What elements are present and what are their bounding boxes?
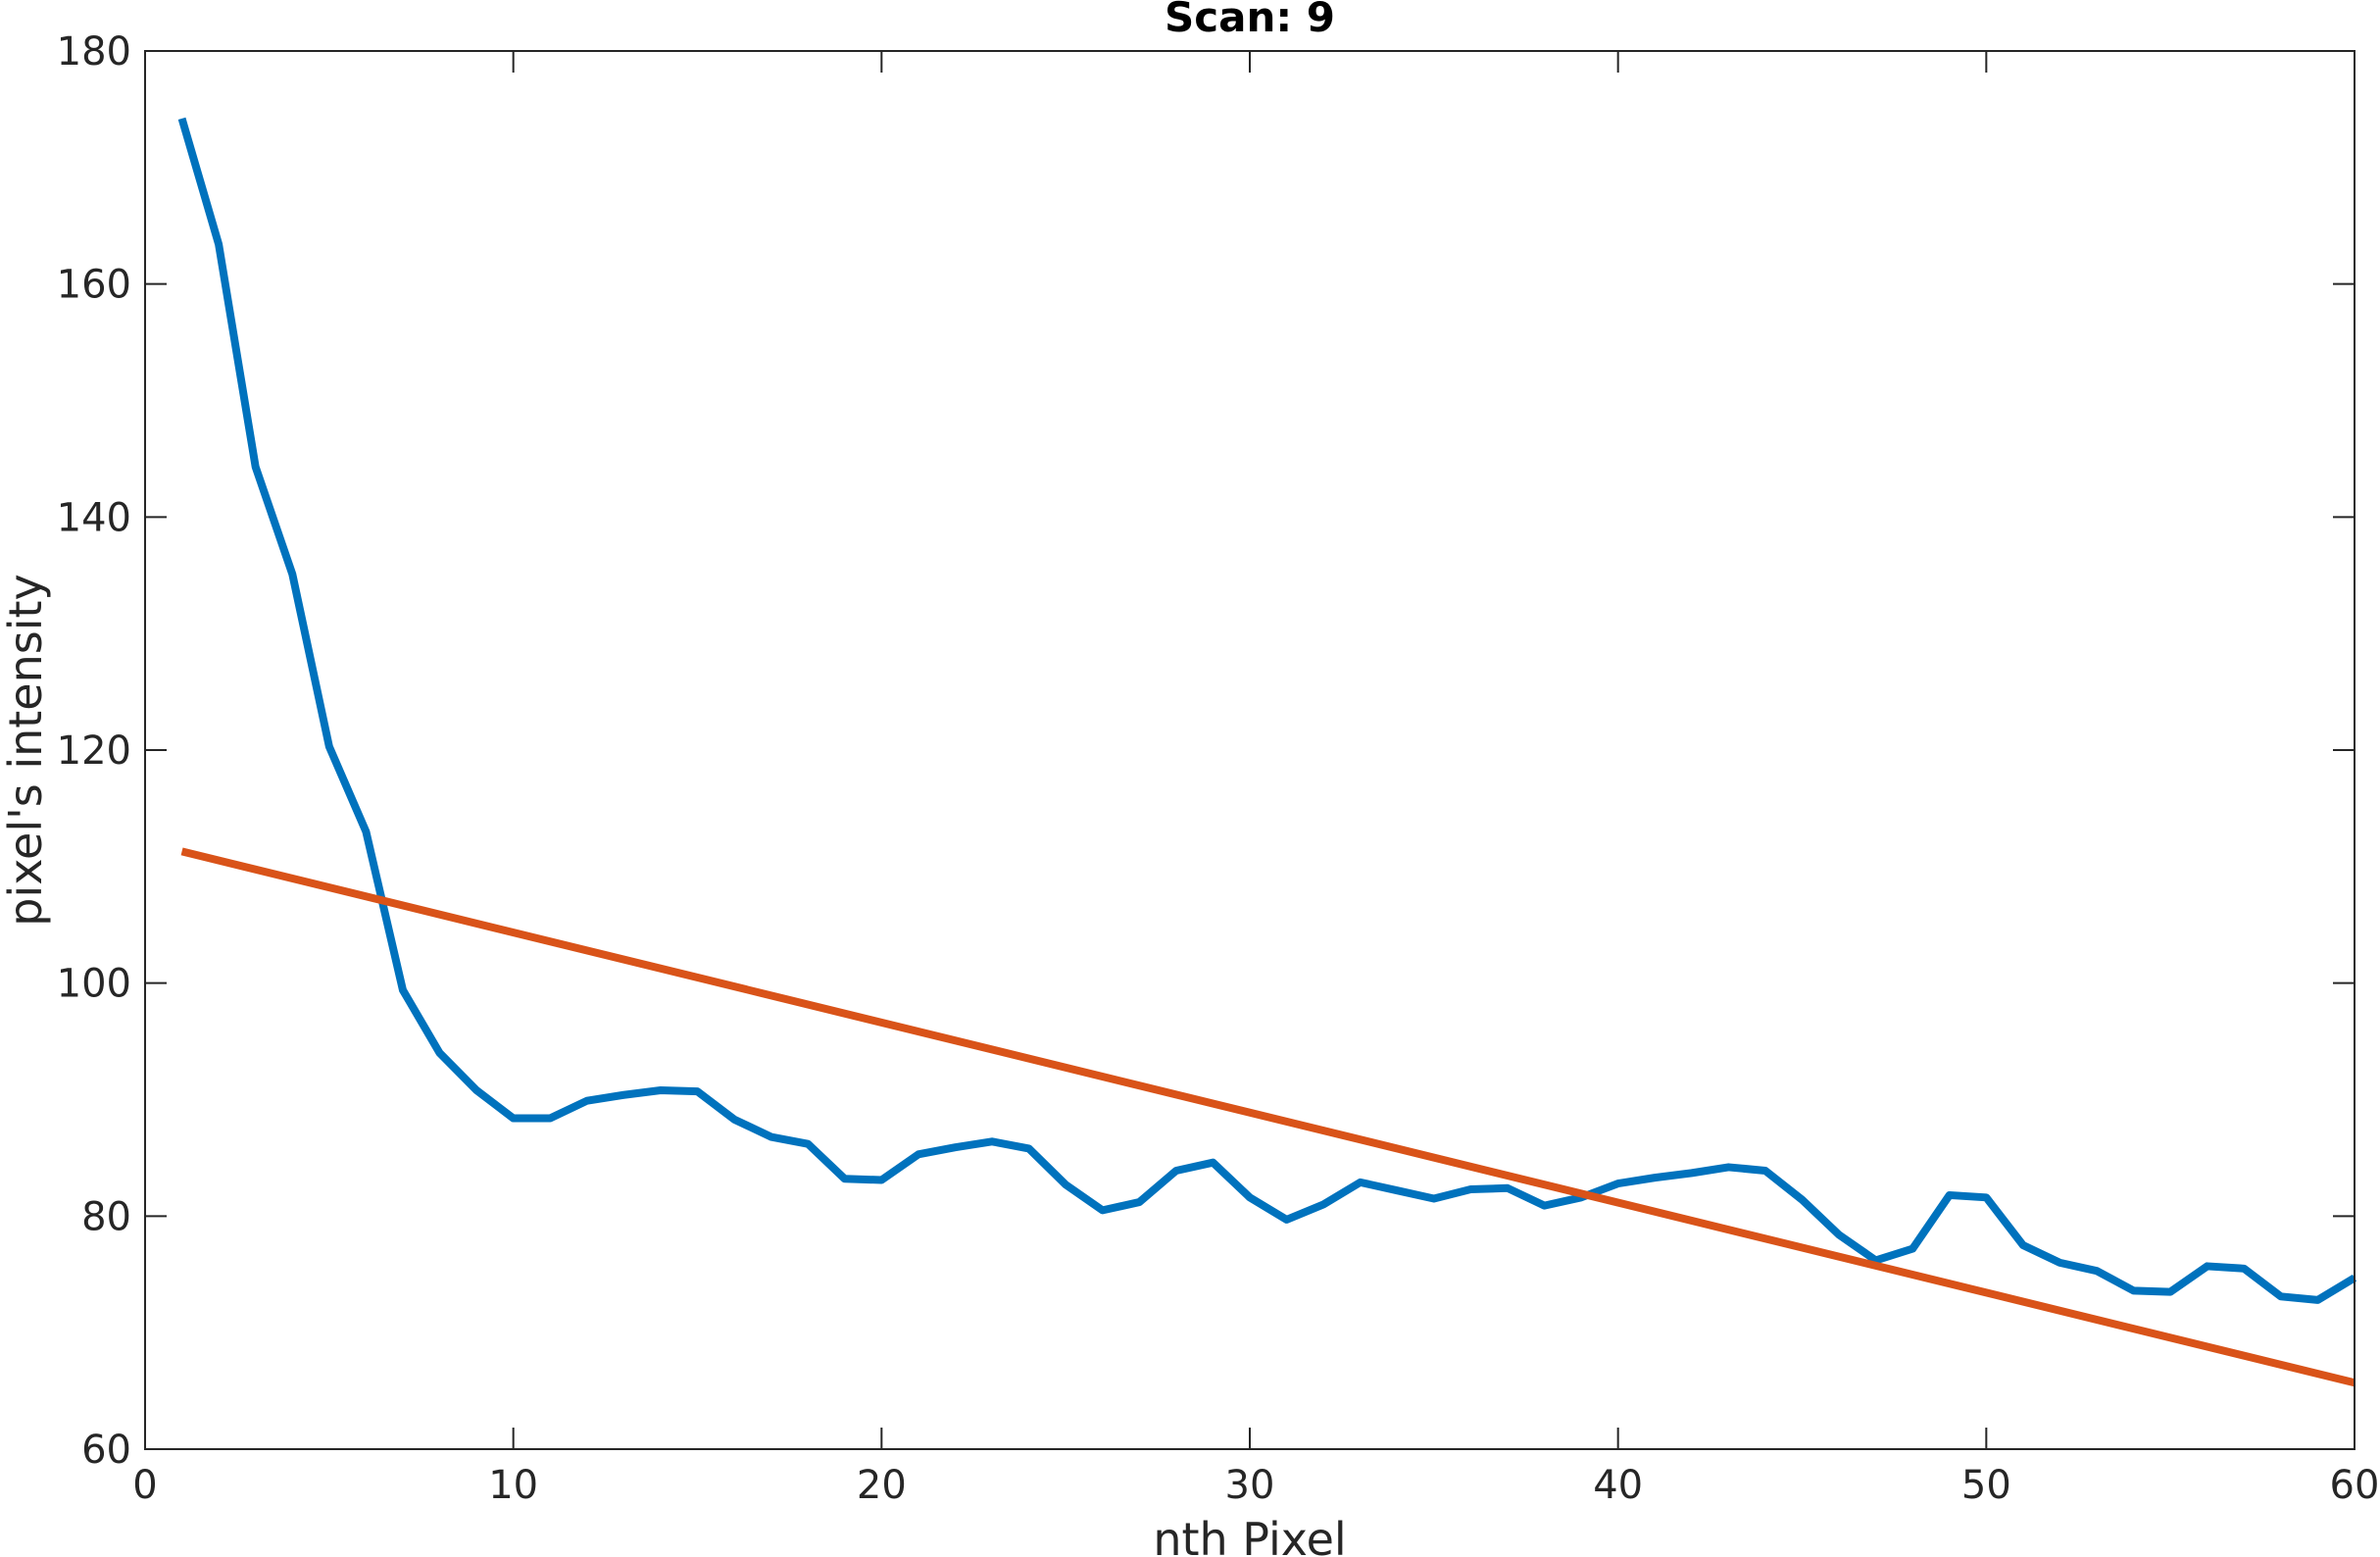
tick-labels: 0 10 20 30 40 50 60 60 80 100 120 140 160 180 [57,29,2380,1508]
y-tick-label: 100 [57,962,131,1007]
x-tick-label: 50 [1961,1463,2011,1508]
y-tick-label: 140 [57,495,131,540]
y-tick-label: 160 [57,263,131,308]
series-line-intensity [177,117,2357,1304]
y-tick-label: 120 [57,728,131,774]
series-layer [177,117,2357,1387]
y-tick-label: 80 [81,1194,131,1239]
x-tick-label: 60 [2330,1463,2380,1508]
x-tick-label: 20 [857,1463,907,1508]
x-axis-label: nth Pixel [1153,1513,1346,1557]
y-tick-label: 60 [81,1428,131,1473]
y-axis-label: pixel's intensity [0,574,52,927]
plot-frame [144,50,2355,1450]
y-tick-label: 180 [57,29,131,75]
x-tick-label: 40 [1593,1463,1643,1508]
x-tick-label: 10 [488,1463,538,1508]
chart-title: Scan: 9 [1165,0,1335,41]
x-tick-label: 30 [1225,1463,1275,1508]
x-tick-label: 0 [132,1463,157,1508]
plot-area [145,51,2355,1449]
series-line-trend [180,847,2355,1387]
